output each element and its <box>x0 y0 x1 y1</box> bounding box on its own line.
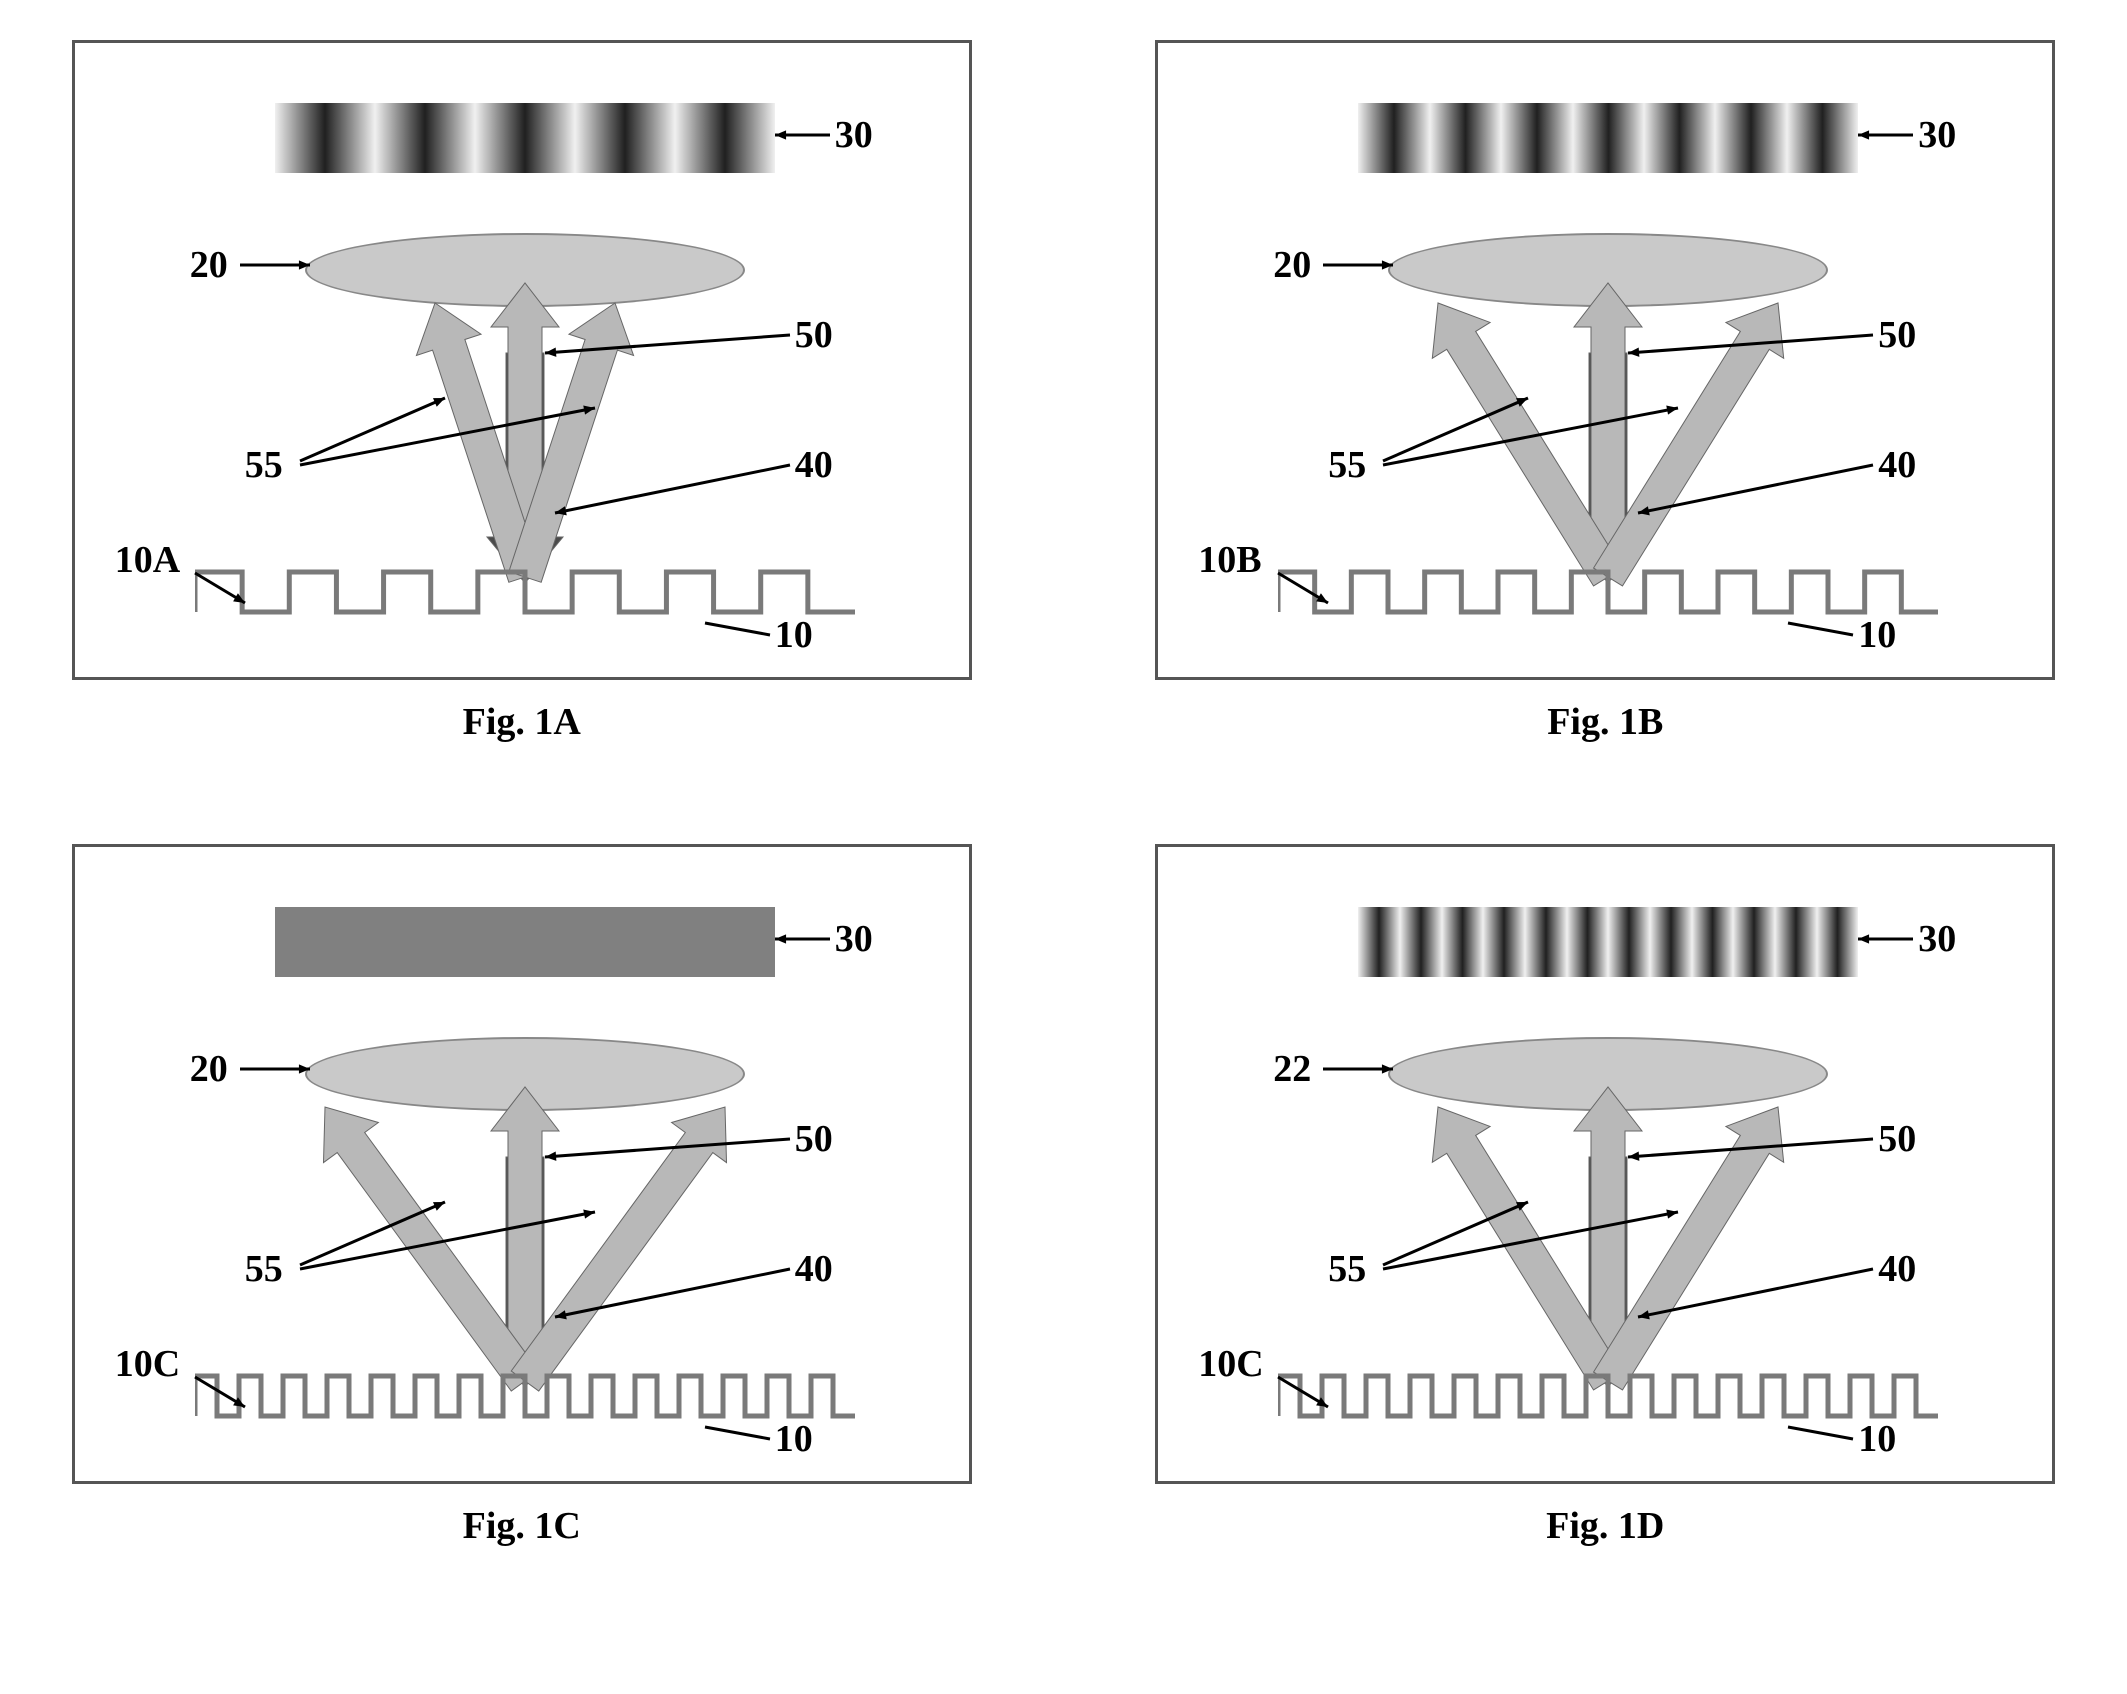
panel-frame: 302050405510B10 <box>1155 40 2055 680</box>
detector <box>1358 907 1858 977</box>
grating <box>195 557 855 617</box>
caption: Fig. 1B <box>1547 700 1663 744</box>
panel-frame: 302050405510A10 <box>72 40 972 680</box>
lens <box>305 233 745 307</box>
panel-B: 302050405510B10 Fig. 1B <box>1124 40 2088 744</box>
grating <box>195 1361 855 1421</box>
panel-frame: 302250405510C10 <box>1155 844 2055 1484</box>
panel-A: 302050405510A10 Fig. 1A <box>40 40 1004 744</box>
panel-frame: 302050405510C10 <box>72 844 972 1484</box>
panel-C: 302050405510C10 Fig. 1C <box>40 844 1004 1548</box>
panel-D: 302250405510C10 Fig. 1D <box>1124 844 2088 1548</box>
lens <box>1388 1037 1828 1111</box>
lens <box>1388 233 1828 307</box>
detector <box>275 103 775 173</box>
caption: Fig. 1D <box>1546 1504 1664 1548</box>
grating <box>1278 557 1938 617</box>
grating <box>1278 1361 1938 1421</box>
caption: Fig. 1C <box>463 1504 581 1548</box>
lens <box>305 1037 745 1111</box>
detector <box>1358 103 1858 173</box>
caption: Fig. 1A <box>463 700 581 744</box>
detector <box>275 907 775 977</box>
